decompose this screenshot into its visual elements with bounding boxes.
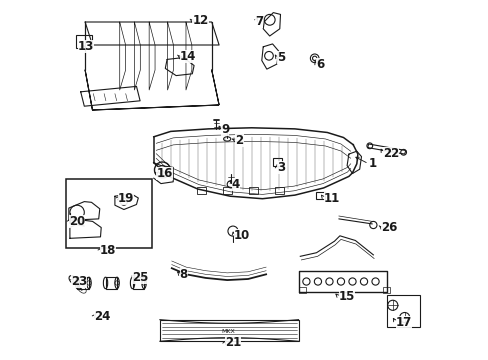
Bar <box>105 277 117 289</box>
Text: 15: 15 <box>338 291 354 303</box>
Bar <box>273 158 282 166</box>
Text: 10: 10 <box>233 229 249 242</box>
Bar <box>298 287 305 293</box>
Text: 22: 22 <box>382 147 399 159</box>
Bar <box>316 192 325 199</box>
Text: 16: 16 <box>156 167 172 180</box>
Text: 23: 23 <box>71 275 87 288</box>
Text: 13: 13 <box>78 40 94 53</box>
Bar <box>223 187 231 194</box>
Text: 4: 4 <box>231 178 240 191</box>
Text: 18: 18 <box>100 244 116 257</box>
Text: 26: 26 <box>381 221 397 234</box>
Bar <box>275 187 284 194</box>
Text: 5: 5 <box>276 51 285 64</box>
Text: 8: 8 <box>179 268 187 281</box>
Text: MKX: MKX <box>221 329 235 334</box>
Text: 24: 24 <box>94 310 110 323</box>
Bar <box>76 35 92 48</box>
Text: 11: 11 <box>323 192 339 204</box>
Bar <box>132 277 144 289</box>
Text: 25: 25 <box>132 271 148 284</box>
Bar <box>382 287 389 293</box>
Bar <box>197 187 205 194</box>
Text: 1: 1 <box>368 157 376 170</box>
Text: 14: 14 <box>179 50 196 63</box>
Text: 3: 3 <box>276 161 285 174</box>
Text: 21: 21 <box>224 336 241 349</box>
Bar <box>77 277 89 289</box>
Bar <box>66 179 152 248</box>
Bar <box>386 295 419 327</box>
Text: 6: 6 <box>316 58 324 71</box>
Bar <box>160 320 298 341</box>
Text: 12: 12 <box>192 14 208 27</box>
Text: 7: 7 <box>255 15 263 28</box>
Text: 9: 9 <box>221 123 229 136</box>
Text: 2: 2 <box>235 134 243 147</box>
Text: 20: 20 <box>69 215 85 228</box>
Bar <box>249 187 257 194</box>
Text: 17: 17 <box>395 316 411 329</box>
Text: 19: 19 <box>118 192 134 204</box>
